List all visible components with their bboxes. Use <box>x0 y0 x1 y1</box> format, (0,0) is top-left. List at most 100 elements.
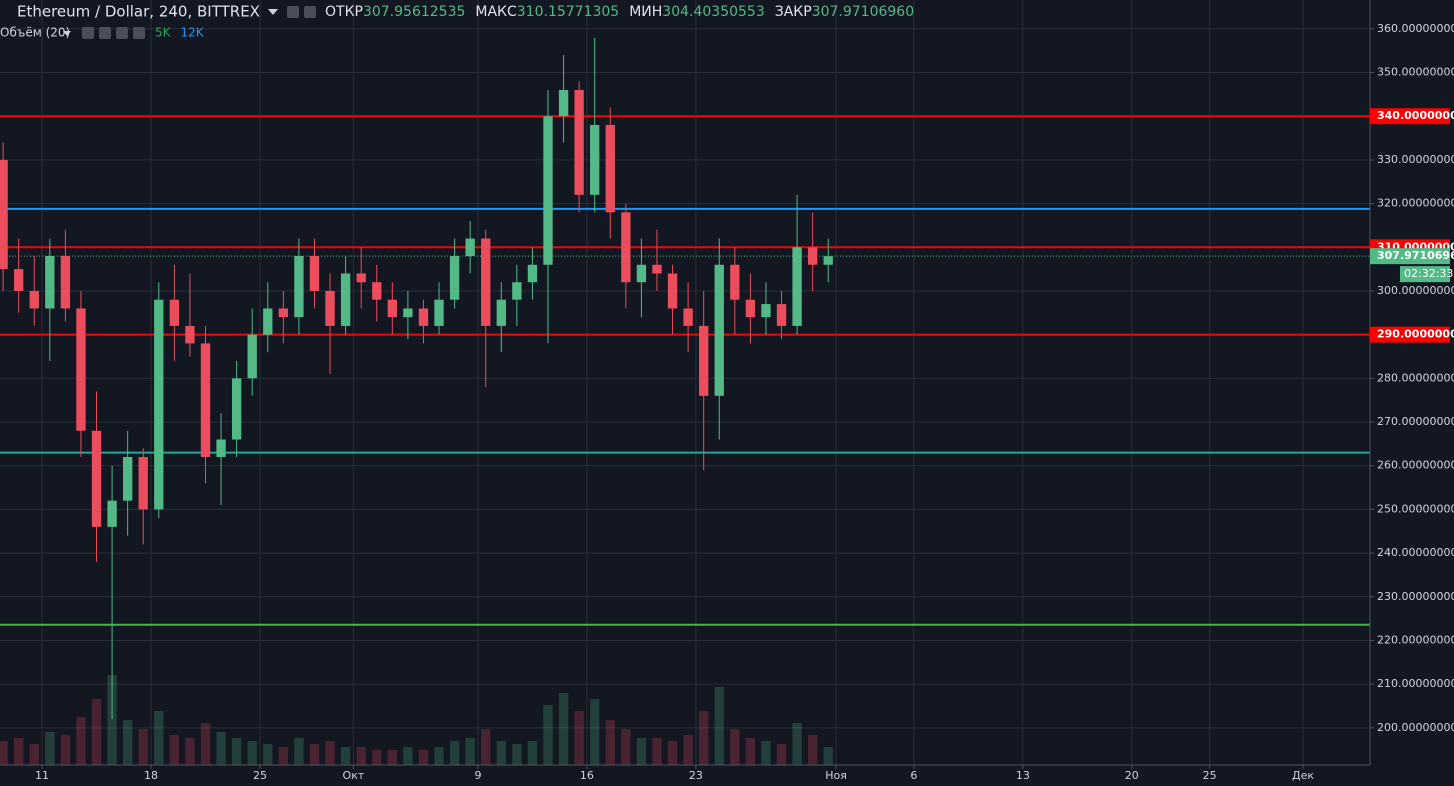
volume-bar <box>294 738 304 765</box>
dropdown-icon[interactable] <box>63 31 71 36</box>
x-tick-label: 13 <box>1016 769 1030 782</box>
volume-bar <box>107 675 117 765</box>
volume-bar <box>807 735 818 765</box>
volume-bar <box>122 720 133 765</box>
add-icon[interactable] <box>116 27 128 39</box>
volume-bar <box>76 717 86 765</box>
x-tick-label: 18 <box>144 769 158 782</box>
volume-bar <box>14 738 24 765</box>
volume-bar <box>45 732 55 765</box>
candle-body <box>340 273 351 326</box>
candle-body <box>122 456 133 501</box>
candle-body <box>776 304 787 326</box>
x-tick-label: 6 <box>910 769 917 782</box>
volume-bar <box>263 744 273 765</box>
candle-body <box>372 282 382 300</box>
candle-body <box>590 124 600 195</box>
candle-body <box>574 90 584 195</box>
candle-body <box>91 430 102 527</box>
x-tick-label: 23 <box>689 769 703 782</box>
y-tick-label: 260.00000000 <box>1377 459 1454 472</box>
candle-body <box>792 247 802 326</box>
y-tick-label: 240.00000000 <box>1377 546 1454 559</box>
candle-body <box>558 90 569 117</box>
candle-body <box>543 116 553 265</box>
candle-body <box>605 124 615 213</box>
y-tick-label: 250.00000000 <box>1377 502 1454 515</box>
volume-bar <box>387 750 397 765</box>
candle-body <box>200 343 211 457</box>
volume-bar <box>496 741 506 765</box>
volume-bar <box>512 744 522 765</box>
level-label: 340.00000000 <box>1377 109 1454 122</box>
volume-bar <box>699 711 709 765</box>
dropdown-icon[interactable] <box>268 9 278 15</box>
candle-body <box>247 334 257 379</box>
legend-value: 307.97106960 <box>812 4 914 20</box>
y-tick-label: 360.00000000 <box>1377 22 1454 35</box>
candle-body <box>621 212 631 283</box>
countdown-bg <box>1400 266 1450 283</box>
indicator-value: 5K <box>155 26 172 40</box>
candle-body <box>496 299 506 326</box>
indicator-value: 12K <box>181 26 205 40</box>
volume-bar <box>465 738 475 765</box>
volume-bar <box>636 738 647 765</box>
volume-bar <box>340 747 351 765</box>
header: Ethereum / Dollar, 240, BITTREX Объём (2… <box>0 3 914 40</box>
y-tick-label: 200.00000000 <box>1377 721 1454 734</box>
volume-bar <box>278 747 289 765</box>
volume-bar <box>558 693 569 765</box>
candle-body <box>29 290 39 309</box>
level-label-bg <box>1370 326 1450 343</box>
volume-bar <box>449 741 460 765</box>
volume-bar <box>185 738 195 765</box>
chart-title: Ethereum / Dollar, 240, BITTREX <box>17 3 260 21</box>
candle-body <box>294 256 304 318</box>
y-tick-label: 270.00000000 <box>1377 415 1454 428</box>
countdown: 02:32:33 <box>1404 267 1453 280</box>
volume-pane <box>0 675 833 765</box>
volume-bar <box>418 750 429 765</box>
level-label: 290.00000000 <box>1377 328 1454 341</box>
candle-body <box>216 439 226 457</box>
legend-value: 304.40350553 <box>662 4 764 20</box>
x-tick-label: 16 <box>580 769 594 782</box>
volume-bar <box>169 735 180 765</box>
volume-bar <box>372 750 382 765</box>
candle-body <box>138 456 148 510</box>
volume-bar <box>605 720 615 765</box>
candle-body <box>418 308 429 326</box>
x-tick-label: 9 <box>474 769 481 782</box>
settings-icon[interactable] <box>99 27 111 39</box>
candle-body <box>60 256 71 309</box>
eye-icon[interactable] <box>82 27 94 39</box>
volume-bar <box>683 735 693 765</box>
x-tick-label: 11 <box>35 769 49 782</box>
candle-body <box>730 264 740 300</box>
eye-icon[interactable] <box>287 6 299 18</box>
close-icon[interactable] <box>133 27 145 39</box>
levels <box>0 115 1370 626</box>
volume-bar <box>792 723 802 765</box>
settings-icon[interactable] <box>304 6 316 18</box>
candle-body <box>387 299 397 318</box>
candle-body <box>683 308 693 326</box>
candle-body <box>745 299 756 318</box>
y-tick-label: 330.00000000 <box>1377 153 1454 166</box>
candle-body <box>699 325 709 396</box>
volume-bar <box>621 729 631 765</box>
legend-value: 307.95612535 <box>363 4 465 20</box>
candle-body <box>636 264 647 283</box>
volume-bar <box>154 711 164 765</box>
x-tick-label: Ноя <box>825 769 847 782</box>
candle-body <box>714 264 724 396</box>
y-tick-label: 280.00000000 <box>1377 371 1454 384</box>
x-tick-label: Дек <box>1292 769 1314 782</box>
last-price-bg <box>1370 248 1450 265</box>
volume-bar <box>0 741 8 765</box>
y-tick-label: 220.00000000 <box>1377 633 1454 646</box>
volume-bar <box>745 738 756 765</box>
